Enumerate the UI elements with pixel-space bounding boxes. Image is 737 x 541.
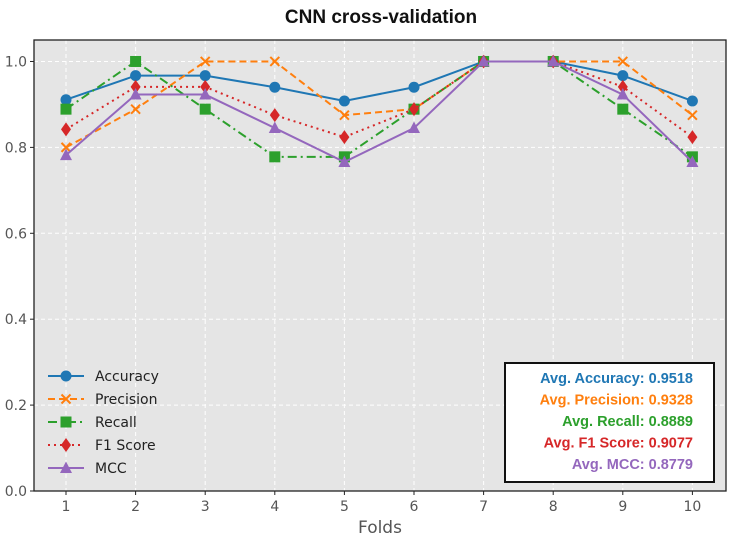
average-score-label: Avg. Recall: 0.8889 <box>562 414 693 430</box>
legend: Accuracy Precision Recall F1 Score MCC <box>48 369 159 477</box>
data-point-mcc <box>616 88 629 100</box>
axis-ticks: 0.0 0.2 0.4 0.6 0.8 1.0 1 2 3 4 5 6 7 8 9 10 <box>5 54 702 515</box>
data-point-f1-score <box>200 79 211 94</box>
data-point-accuracy <box>199 70 211 82</box>
legend-label: Precision <box>95 392 157 408</box>
legend-marker <box>61 438 71 452</box>
x-tick-label: 1 <box>62 499 71 515</box>
legend-entry-mcc: MCC <box>48 461 127 477</box>
series-line-f1-score <box>65 60 693 139</box>
y-tick-label: 0.8 <box>5 140 27 156</box>
series-layer <box>60 54 699 167</box>
data-point-f1-score <box>130 79 141 94</box>
grid-lines <box>34 40 726 491</box>
legend-marker <box>60 370 72 382</box>
y-tick-label: 0.2 <box>5 398 27 414</box>
data-point-accuracy <box>269 81 281 93</box>
data-point-accuracy <box>130 70 142 82</box>
data-point-f1-score <box>617 79 628 94</box>
data-point-mcc <box>268 121 281 134</box>
legend-entry-accuracy: Accuracy <box>48 369 159 385</box>
legend-entry-precision: Precision <box>48 392 157 408</box>
data-point-precision <box>687 109 698 121</box>
series-mcc <box>60 54 699 167</box>
data-point-mcc <box>686 155 699 167</box>
series-line-recall <box>65 60 693 158</box>
chart-title: CNN cross-validation <box>285 7 477 28</box>
average-scores-box: Avg. Accuracy: 0.9518 Avg. Precision: 0.9… <box>504 362 715 483</box>
data-point-f1-score <box>269 108 280 123</box>
data-point-precision <box>60 142 72 153</box>
average-score-label: Avg. MCC: 0.8779 <box>572 457 693 473</box>
y-tick-label: 0.0 <box>5 484 27 500</box>
data-point-mcc <box>547 54 560 67</box>
data-point-precision <box>269 56 281 67</box>
data-point-precision <box>339 109 350 121</box>
data-point-accuracy <box>617 70 629 82</box>
legend-label: F1 Score <box>95 438 156 454</box>
data-point-accuracy <box>686 95 698 107</box>
average-score-label: Avg. Precision: 0.9328 <box>540 393 693 409</box>
data-point-recall <box>60 103 72 115</box>
x-tick-label: 4 <box>270 499 279 515</box>
legend-label: Accuracy <box>95 369 159 385</box>
data-point-recall <box>617 103 629 115</box>
data-point-mcc <box>60 148 72 161</box>
data-point-mcc <box>338 155 351 167</box>
data-point-accuracy <box>408 81 420 93</box>
data-point-precision <box>617 56 629 67</box>
x-tick-label: 2 <box>131 499 140 515</box>
legend-marker <box>60 393 72 405</box>
data-point-mcc <box>129 88 142 100</box>
y-tick-label: 1.0 <box>5 54 27 70</box>
series-line-precision <box>65 60 694 149</box>
average-score-label: Avg. F1 Score: 0.9077 <box>544 436 693 452</box>
data-point-precision <box>199 56 211 67</box>
x-axis-label: Folds <box>358 518 402 538</box>
x-tick-label: 10 <box>683 499 701 515</box>
legend-marker <box>60 416 72 428</box>
series-line-mcc <box>65 60 694 164</box>
data-point-mcc <box>408 121 420 134</box>
legend-marker <box>60 461 72 473</box>
data-point-recall <box>130 55 142 67</box>
x-tick-label: 9 <box>618 499 627 515</box>
legend-entry-recall: Recall <box>48 415 137 431</box>
y-tick-label: 0.4 <box>5 312 27 328</box>
data-point-precision <box>130 103 141 115</box>
data-point-recall <box>199 103 211 115</box>
data-point-mcc <box>199 88 212 100</box>
x-tick-label: 8 <box>549 499 558 515</box>
data-point-accuracy <box>338 95 350 107</box>
legend-entry-f1-score: F1 Score <box>48 438 156 454</box>
data-point-mcc <box>477 54 490 67</box>
x-tick-label: 6 <box>410 499 419 515</box>
legend-label: MCC <box>95 461 127 477</box>
y-tick-label: 0.6 <box>5 226 27 242</box>
data-point-f1-score <box>61 122 71 137</box>
data-point-f1-score <box>339 130 350 145</box>
plot-frame <box>33 39 727 492</box>
average-score-label: Avg. Accuracy: 0.9518 <box>540 371 693 387</box>
data-point-f1-score <box>687 130 698 145</box>
series-line-accuracy <box>65 60 693 103</box>
data-point-recall <box>269 151 281 163</box>
data-point-f1-score <box>409 102 419 117</box>
x-tick-label: 5 <box>340 499 349 515</box>
average-box-frame <box>504 362 715 483</box>
x-tick-label: 7 <box>479 499 488 515</box>
legend-label: Recall <box>95 415 137 431</box>
x-tick-label: 3 <box>201 499 210 515</box>
data-point-accuracy <box>60 94 72 106</box>
